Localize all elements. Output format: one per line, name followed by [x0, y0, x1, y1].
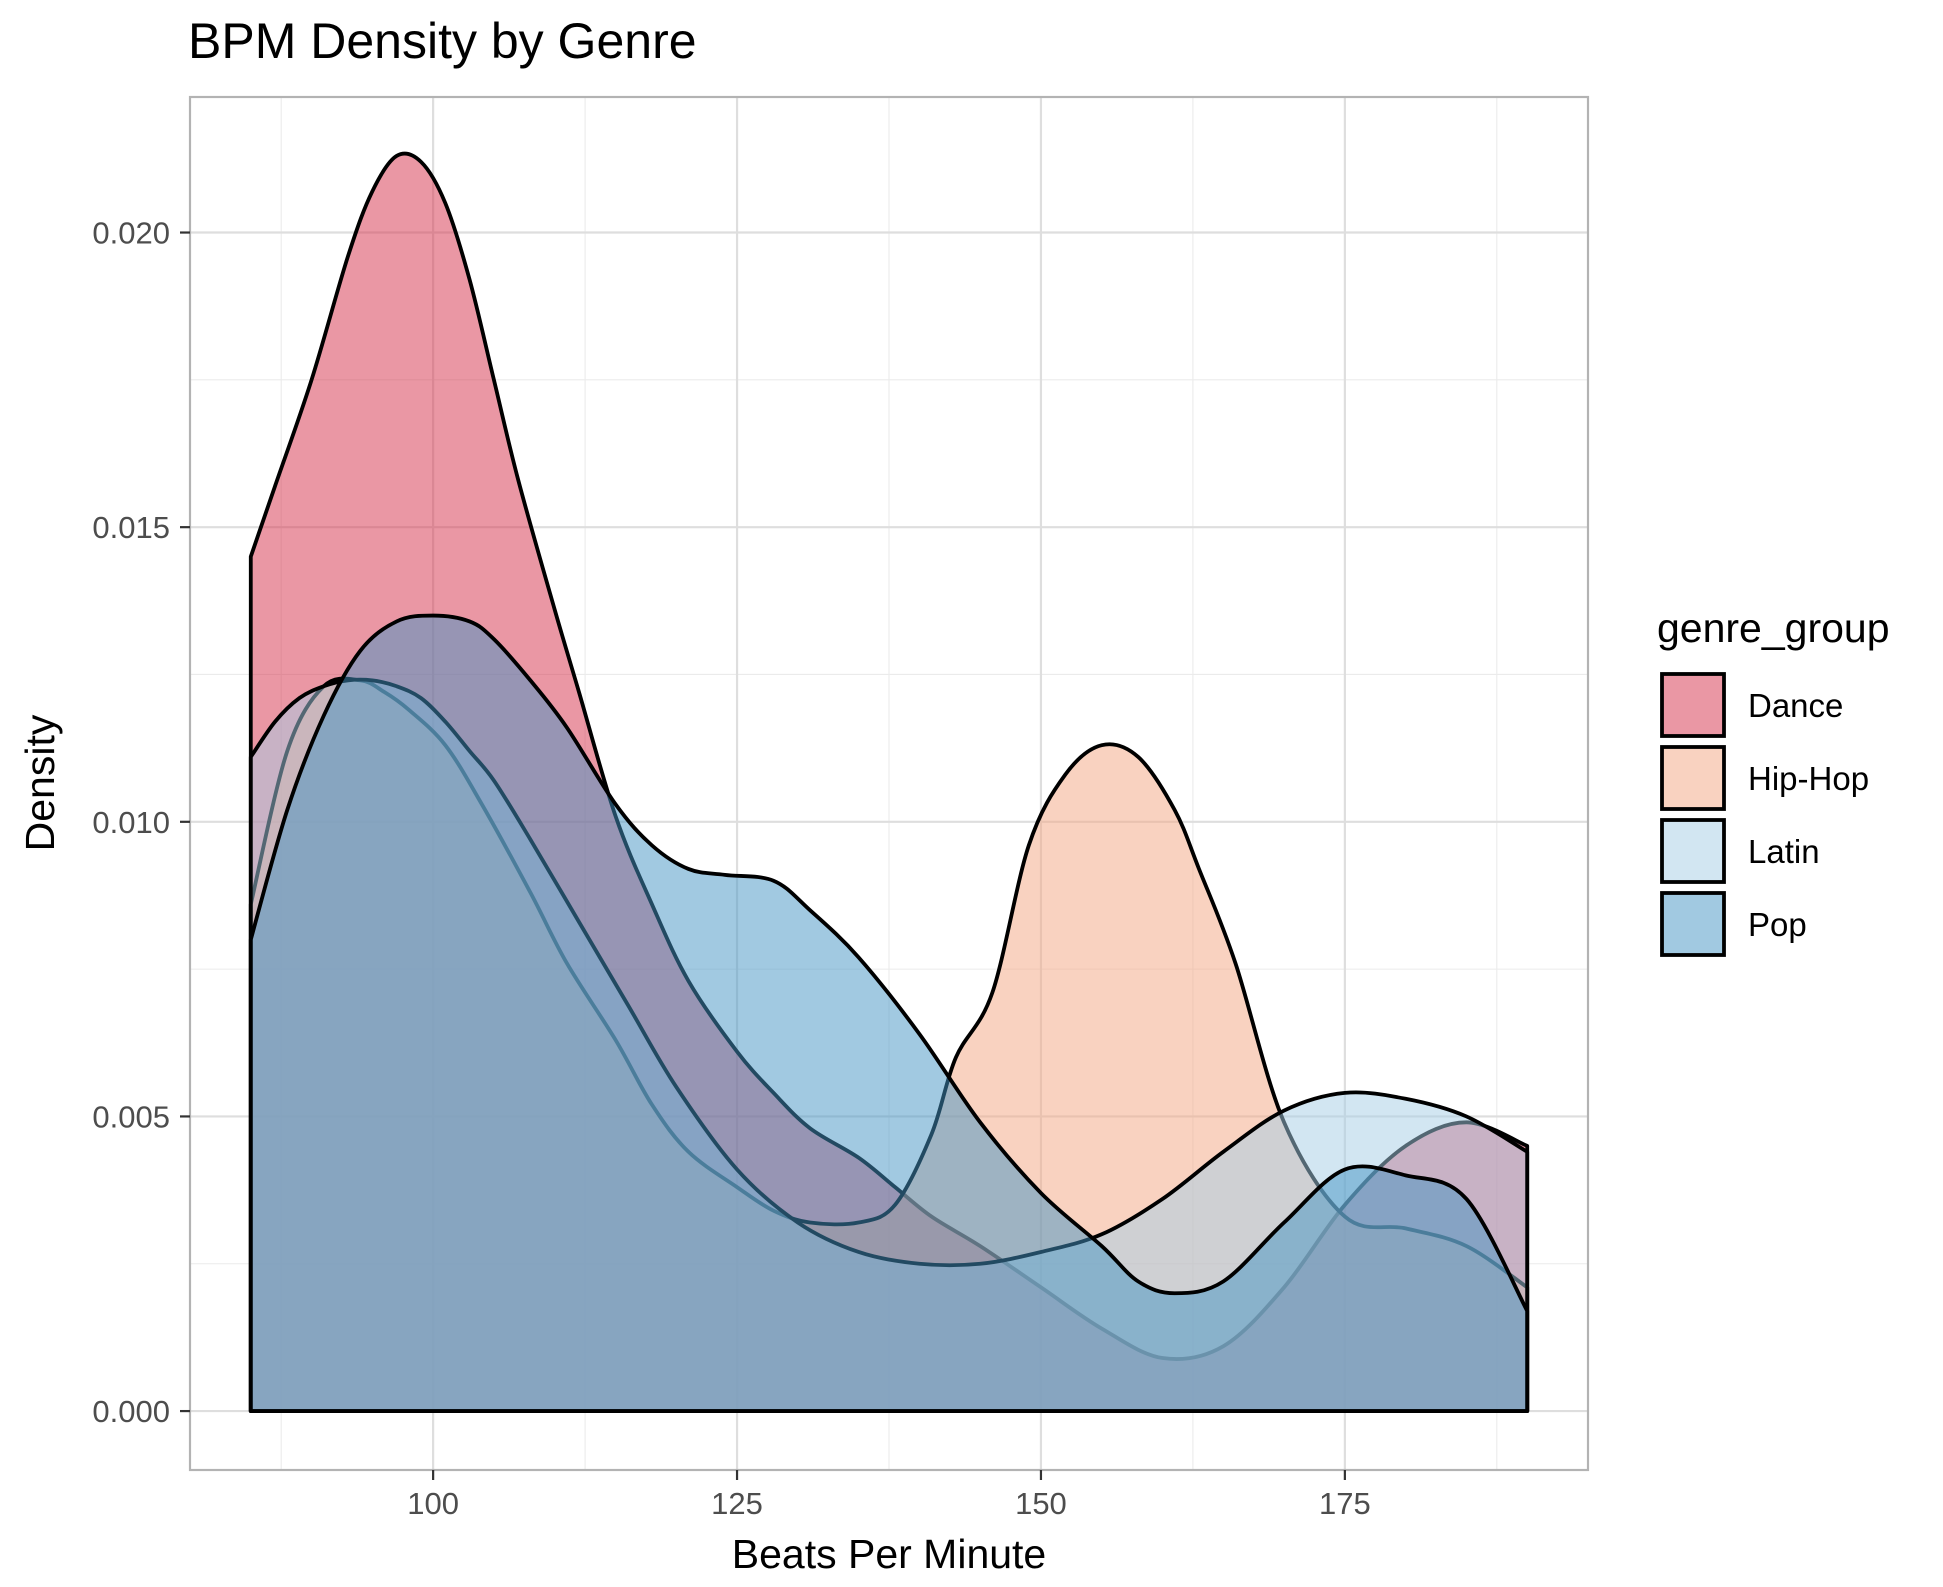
- legend-key-latin: [1660, 818, 1726, 884]
- legend-label-pop: Pop: [1748, 906, 1807, 943]
- y-tick-label: 0.015: [92, 510, 170, 545]
- density-areas: [248, 151, 1530, 1413]
- y-tick-label: 0.020: [92, 216, 170, 251]
- x-tick-label: 125: [711, 1486, 763, 1521]
- legend-key-dance: [1660, 672, 1726, 738]
- y-axis-title: Density: [17, 714, 63, 851]
- legend-key-pop: [1660, 891, 1726, 957]
- legend-title: genre_group: [1657, 605, 1890, 651]
- legend-key-hip-hop: [1660, 745, 1726, 811]
- y-tick-label: 0.005: [92, 1099, 170, 1134]
- legend: genre_group Dance Hip-Hop Latin Pop: [1657, 605, 1890, 957]
- axis-ticks: 100 125 150 175 0.000 0.005 0.010 0.015 0.020: [92, 216, 1370, 1521]
- x-tick-label: 150: [1015, 1486, 1067, 1521]
- panel-border: [188, 95, 1590, 1472]
- legend-items: Dance Hip-Hop Latin Pop: [1660, 672, 1869, 957]
- x-tick-label: 100: [407, 1486, 459, 1521]
- legend-label-dance: Dance: [1748, 687, 1843, 724]
- x-tick-label: 175: [1319, 1486, 1371, 1521]
- x-axis-title: Beats Per Minute: [732, 1531, 1047, 1577]
- legend-label-hip-hop: Hip-Hop: [1748, 760, 1869, 797]
- y-tick-label: 0.000: [92, 1394, 170, 1429]
- density-area-pop: [248, 613, 1530, 1413]
- chart-title: BPM Density by Genre: [188, 13, 697, 69]
- y-tick-label: 0.010: [92, 805, 170, 840]
- legend-label-latin: Latin: [1748, 833, 1820, 870]
